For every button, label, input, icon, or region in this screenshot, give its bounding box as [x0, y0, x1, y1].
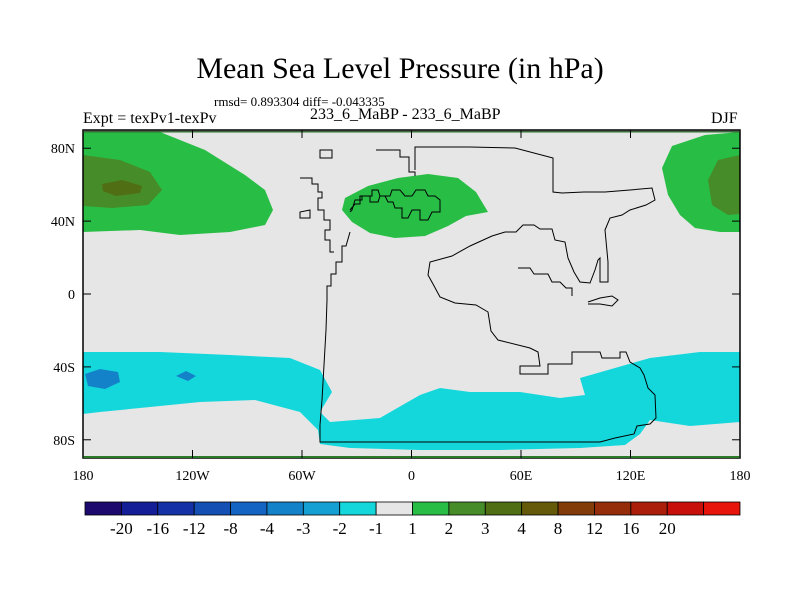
colorbar-swatch — [630, 501, 668, 516]
colorbar-swatch — [339, 501, 377, 516]
colorbar-label: -12 — [183, 519, 206, 538]
colorbar-swatch — [230, 501, 268, 516]
colorbar-swatch — [84, 501, 122, 516]
coastline-europe — [376, 149, 416, 176]
colorbar-swatch — [412, 501, 450, 516]
colorbar-label: -16 — [146, 519, 169, 538]
negative-anomaly-region — [83, 352, 740, 450]
colorbar-label: -20 — [110, 519, 133, 538]
season-label: DJF — [711, 110, 738, 127]
y-tick-label: 40S — [53, 361, 75, 376]
coastline-africa — [319, 146, 657, 443]
colorbar-swatch — [375, 501, 413, 516]
colorbar-swatch — [666, 501, 705, 516]
x-tick-label: 120W — [175, 469, 210, 484]
run-label: 233_6_MaBP - 233_6_MaBP — [310, 106, 501, 123]
colorbar-swatch — [521, 501, 559, 516]
colorbar-swatch — [157, 501, 195, 516]
colorbar-swatch — [266, 501, 304, 516]
strong-negative-anomaly — [176, 371, 196, 381]
colorbar-swatch — [594, 501, 632, 516]
strong-positive-anomaly — [708, 155, 740, 215]
coastline-mediterranean — [349, 189, 441, 221]
positive-anomaly-region — [83, 132, 273, 235]
coastlines — [299, 146, 657, 443]
y-tick-label: 80N — [51, 142, 75, 157]
x-tick-label: 0 — [408, 469, 415, 484]
colorbar-label: -3 — [296, 519, 310, 538]
colorbar-label: 20 — [659, 519, 676, 538]
x-tick-label: 120E — [616, 469, 646, 484]
coastline-greenland — [319, 149, 333, 159]
colorbar-swatch — [448, 501, 486, 516]
coastline-iberia — [300, 177, 334, 253]
colorbar-label: 4 — [517, 519, 526, 538]
x-tick-label: 180 — [730, 469, 751, 484]
colorbar-label: -8 — [223, 519, 237, 538]
colorbar-swatch — [120, 501, 159, 516]
y-tick-label: 40N — [51, 215, 75, 230]
colorbar-label: 1 — [408, 519, 417, 538]
colorbar-label: -2 — [333, 519, 347, 538]
x-tick-label: 60E — [510, 469, 533, 484]
colorbar-label: -4 — [260, 519, 275, 538]
coastline-british-isles — [299, 209, 311, 219]
y-tick-label: 0 — [68, 288, 75, 303]
colorbar-swatch — [703, 501, 741, 516]
stats-label: rmsd= 0.893304 diff= -0.043335 — [214, 94, 385, 109]
x-tick-label: 60W — [288, 469, 316, 484]
strong-negative-anomaly — [85, 369, 120, 389]
colorbar: -20 -16 -12 -8 -4 -3 -2 -1 1 2 3 4 8 12 16 20 — [84, 501, 741, 538]
colorbar-label: -1 — [369, 519, 383, 538]
experiment-label: Expt = texPv1-texPv — [83, 110, 217, 127]
colorbar-swatch — [302, 501, 341, 516]
colorbar-label: 2 — [445, 519, 454, 538]
coastline-india — [518, 267, 573, 296]
strong-positive-anomaly — [102, 180, 142, 196]
chart-title: Mean Sea Level Pressure (in hPa) — [196, 52, 604, 85]
colorbar-swatch — [484, 501, 523, 516]
colorbar-label: 3 — [481, 519, 490, 538]
colorbar-label: 8 — [554, 519, 563, 538]
y-tick-label: 80S — [53, 434, 75, 449]
axis-ticks: 180 120W 60W 0 60E 120E 180 80N 40N 0 40S 80S — [51, 130, 751, 484]
colorbar-label: 16 — [622, 519, 639, 538]
colorbar-swatch — [557, 501, 595, 516]
colorbar-swatch — [193, 501, 231, 516]
x-tick-label: 180 — [73, 469, 94, 484]
colorbar-label: 12 — [586, 519, 603, 538]
coastline-arabia — [587, 295, 619, 307]
